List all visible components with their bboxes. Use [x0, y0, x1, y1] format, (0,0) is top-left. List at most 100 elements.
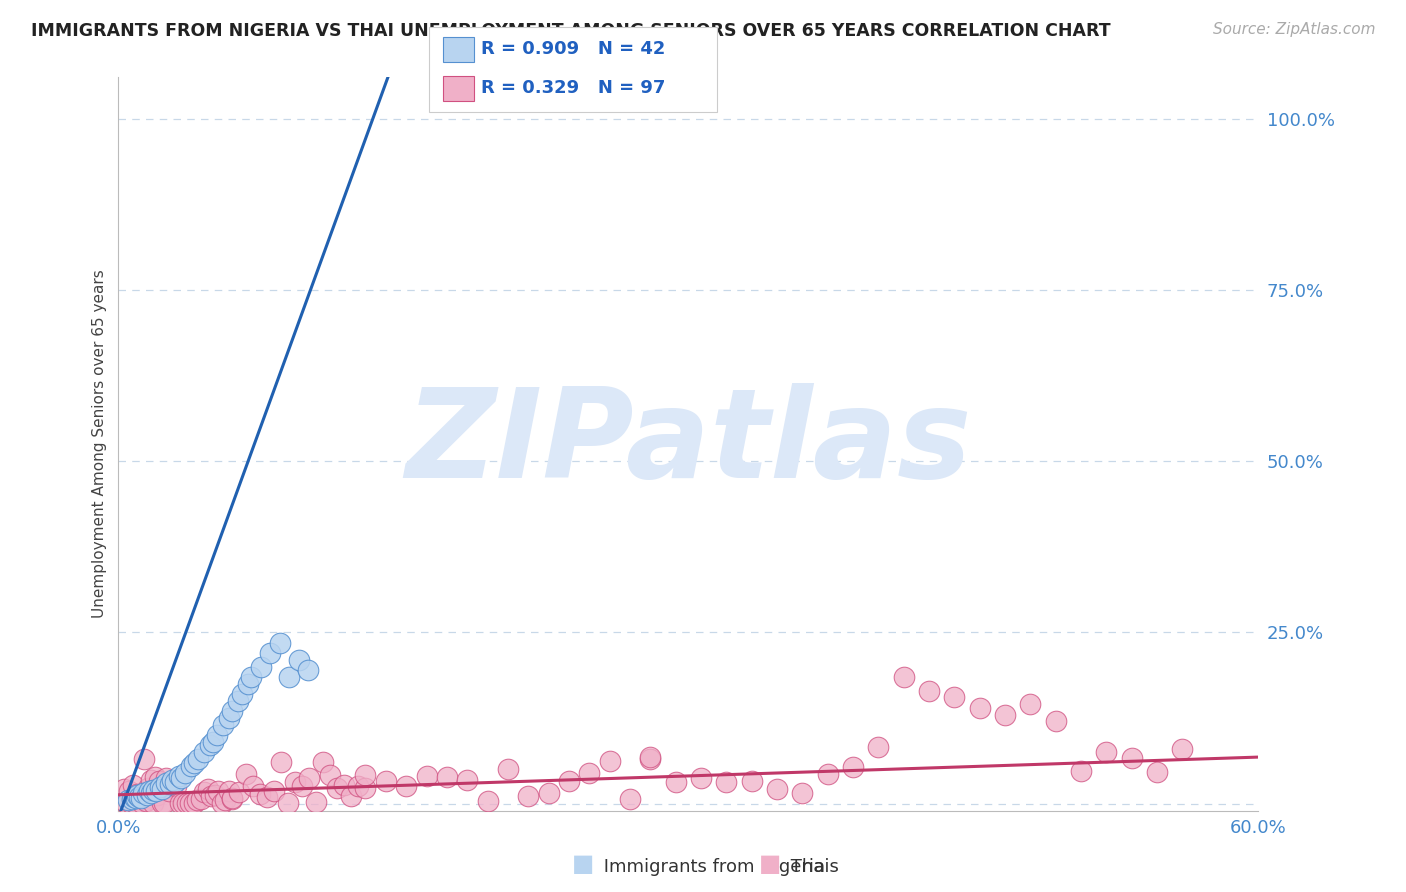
- Point: [218, 711, 240, 725]
- Point: [249, 787, 271, 801]
- Point: [436, 770, 458, 784]
- Point: [131, 796, 153, 810]
- Point: [117, 784, 139, 798]
- Point: [122, 778, 145, 792]
- Point: [112, 781, 135, 796]
- Point: [240, 670, 263, 684]
- Text: Source: ZipAtlas.com: Source: ZipAtlas.com: [1212, 22, 1375, 37]
- Point: [214, 793, 236, 807]
- Point: [138, 784, 160, 798]
- Point: [155, 776, 177, 790]
- Point: [150, 796, 173, 810]
- Point: [117, 793, 139, 807]
- Point: [347, 779, 370, 793]
- Point: [326, 781, 349, 796]
- Point: [994, 707, 1017, 722]
- Point: [136, 789, 159, 803]
- Point: [145, 784, 167, 798]
- Point: [124, 796, 146, 810]
- Point: [716, 774, 738, 789]
- Point: [374, 774, 396, 789]
- Point: [211, 796, 233, 810]
- Point: [517, 789, 540, 803]
- Point: [298, 771, 321, 785]
- Point: [155, 772, 177, 786]
- Point: [183, 796, 205, 810]
- Point: [259, 646, 281, 660]
- Point: [263, 784, 285, 798]
- Point: [340, 789, 363, 803]
- Point: [969, 700, 991, 714]
- Point: [124, 791, 146, 805]
- Point: [288, 653, 311, 667]
- Point: [1070, 764, 1092, 779]
- Point: [207, 728, 229, 742]
- Point: [269, 635, 291, 649]
- Point: [143, 770, 166, 784]
- Point: [212, 718, 235, 732]
- Point: [333, 778, 356, 792]
- Point: [278, 670, 301, 684]
- Text: ■: ■: [572, 852, 595, 876]
- Point: [1045, 714, 1067, 729]
- Point: [115, 796, 138, 810]
- Point: [197, 782, 219, 797]
- Text: R = 0.909   N = 42: R = 0.909 N = 42: [481, 40, 665, 58]
- Point: [150, 781, 173, 796]
- Point: [256, 790, 278, 805]
- Point: [155, 780, 177, 794]
- Point: [152, 796, 174, 810]
- Point: [236, 677, 259, 691]
- Text: ZIPatlas: ZIPatlas: [405, 384, 972, 505]
- Point: [578, 765, 600, 780]
- Point: [204, 788, 226, 802]
- Point: [291, 779, 314, 793]
- Point: [172, 796, 194, 810]
- Point: [129, 791, 152, 805]
- Point: [159, 777, 181, 791]
- Point: [1121, 751, 1143, 765]
- Point: [128, 789, 150, 803]
- Point: [226, 694, 249, 708]
- Point: [250, 659, 273, 673]
- Point: [918, 683, 941, 698]
- Point: [817, 766, 839, 780]
- Text: Thais: Thais: [785, 858, 838, 876]
- Point: [160, 772, 183, 787]
- Point: [842, 760, 865, 774]
- Point: [277, 796, 299, 810]
- Point: [319, 768, 342, 782]
- Point: [599, 754, 621, 768]
- Point: [135, 794, 157, 808]
- Point: [690, 771, 713, 785]
- Point: [477, 794, 499, 808]
- Point: [221, 791, 243, 805]
- Point: [186, 793, 208, 807]
- Point: [395, 779, 418, 793]
- Point: [122, 789, 145, 804]
- Point: [193, 785, 215, 799]
- Point: [1171, 741, 1194, 756]
- Point: [174, 765, 197, 780]
- Point: [231, 687, 253, 701]
- Point: [187, 752, 209, 766]
- Point: [665, 775, 688, 789]
- Point: [228, 785, 250, 799]
- Point: [496, 762, 519, 776]
- Point: [456, 773, 478, 788]
- Point: [183, 756, 205, 770]
- Point: [179, 796, 201, 810]
- Point: [120, 796, 142, 810]
- Point: [139, 773, 162, 788]
- Point: [297, 663, 319, 677]
- Point: [142, 796, 165, 810]
- Text: Immigrants from Nigeria: Immigrants from Nigeria: [598, 858, 825, 876]
- Point: [354, 781, 377, 796]
- Y-axis label: Unemployment Among Seniors over 65 years: Unemployment Among Seniors over 65 years: [93, 269, 107, 618]
- Point: [167, 769, 190, 783]
- Point: [138, 780, 160, 795]
- Point: [198, 739, 221, 753]
- Point: [284, 775, 307, 789]
- Point: [943, 690, 966, 705]
- Point: [132, 786, 155, 800]
